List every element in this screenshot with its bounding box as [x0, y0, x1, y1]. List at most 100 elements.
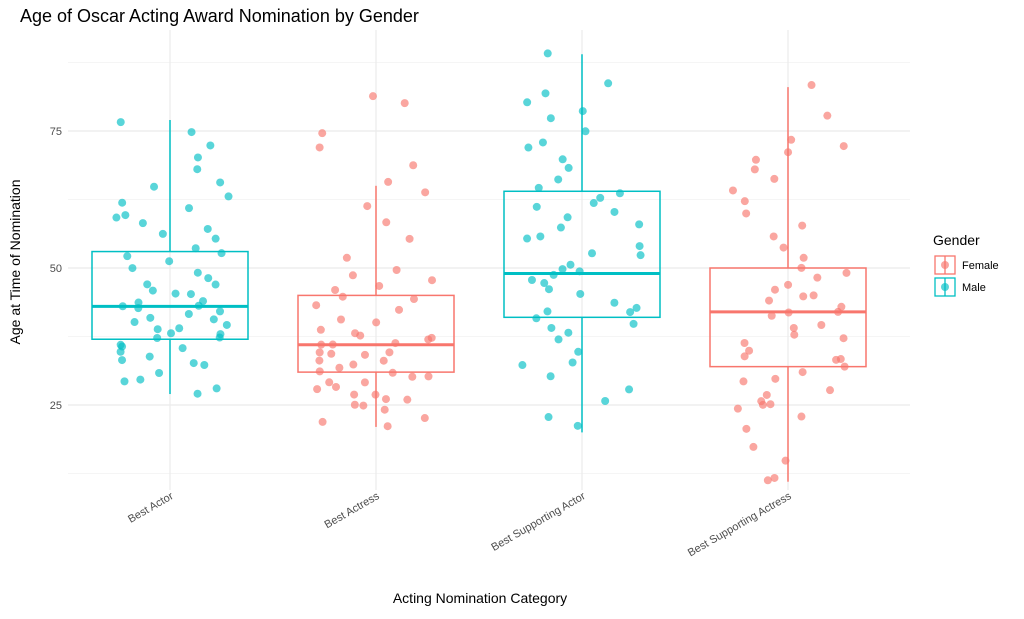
data-point — [350, 400, 359, 409]
data-point — [728, 186, 737, 195]
data-point — [384, 177, 393, 186]
y-tick-label: 75 — [50, 126, 62, 138]
data-point — [336, 315, 345, 324]
data-point — [817, 320, 826, 329]
data-point — [532, 202, 541, 211]
data-point — [392, 265, 401, 274]
data-point — [216, 307, 225, 316]
data-point — [350, 390, 359, 399]
data-point — [799, 292, 808, 301]
data-point — [316, 325, 325, 334]
data-point — [318, 129, 327, 138]
data-point — [837, 302, 846, 311]
data-point — [123, 252, 132, 261]
data-point — [338, 292, 347, 301]
data-point — [380, 405, 389, 414]
data-point — [383, 422, 392, 431]
legend-key-point — [941, 283, 949, 291]
legend: Gender Female Male — [933, 232, 999, 297]
data-point — [211, 234, 220, 243]
data-point — [554, 175, 563, 184]
data-point — [138, 219, 147, 228]
data-point — [588, 249, 597, 258]
data-point — [216, 330, 225, 339]
data-point — [395, 305, 404, 314]
data-point — [153, 325, 162, 334]
data-point — [178, 344, 187, 353]
data-point — [211, 280, 220, 289]
data-point — [428, 276, 437, 285]
data-point — [762, 390, 771, 399]
data-point — [745, 346, 754, 355]
data-point — [769, 232, 778, 241]
data-point — [842, 268, 851, 277]
data-point — [813, 273, 822, 282]
box — [503, 190, 661, 319]
data-point — [187, 128, 196, 137]
data-point — [632, 303, 641, 312]
data-point — [335, 363, 344, 372]
data-point — [146, 313, 155, 322]
data-point — [368, 92, 377, 101]
data-point — [331, 382, 340, 391]
data-point — [573, 421, 582, 430]
data-point — [175, 324, 184, 333]
y-tick-label: 50 — [50, 263, 62, 275]
data-point — [799, 253, 808, 262]
data-point — [576, 289, 585, 298]
data-point — [385, 348, 394, 357]
data-point — [203, 224, 212, 233]
x-tick-label: Best Actor — [126, 490, 176, 526]
y-tick-label: 25 — [50, 400, 62, 412]
data-point — [315, 143, 324, 152]
data-point — [212, 384, 221, 393]
data-point — [209, 315, 218, 324]
data-point — [342, 253, 351, 262]
data-point — [363, 202, 372, 211]
data-point — [116, 118, 125, 127]
data-point — [546, 372, 555, 381]
box — [91, 250, 249, 340]
data-point — [372, 318, 381, 327]
data-point — [348, 271, 357, 280]
data-point — [118, 342, 127, 351]
data-point — [360, 350, 369, 359]
data-point — [823, 111, 832, 120]
data-point — [158, 229, 167, 238]
x-tick-label: Best Supporting Actress — [686, 490, 794, 559]
data-point — [546, 114, 555, 123]
data-point — [790, 330, 799, 339]
data-point — [767, 311, 776, 320]
data-point — [199, 297, 208, 306]
data-point — [540, 279, 549, 288]
data-point — [217, 249, 226, 258]
data-point — [750, 165, 759, 174]
data-point — [523, 98, 532, 107]
data-point — [150, 182, 159, 191]
data-point — [128, 264, 137, 273]
data-point — [184, 309, 193, 318]
data-point — [610, 207, 619, 216]
data-point — [538, 138, 547, 147]
data-point — [784, 280, 793, 289]
data-point — [751, 155, 760, 164]
data-point — [749, 442, 758, 451]
data-point — [222, 320, 231, 329]
data-point — [145, 352, 154, 361]
data-point — [836, 355, 845, 364]
data-point — [359, 401, 368, 410]
data-point — [424, 372, 433, 381]
data-point — [315, 356, 324, 365]
data-point — [740, 352, 749, 361]
data-point — [740, 338, 749, 347]
data-point — [766, 400, 775, 409]
data-point — [556, 223, 565, 232]
legend-label: Female — [962, 260, 999, 272]
data-point — [523, 234, 532, 243]
data-point — [204, 274, 213, 283]
data-point — [327, 349, 336, 358]
data-point — [839, 334, 848, 343]
data-point — [118, 198, 127, 207]
data-point — [534, 183, 543, 192]
data-point — [604, 79, 613, 88]
